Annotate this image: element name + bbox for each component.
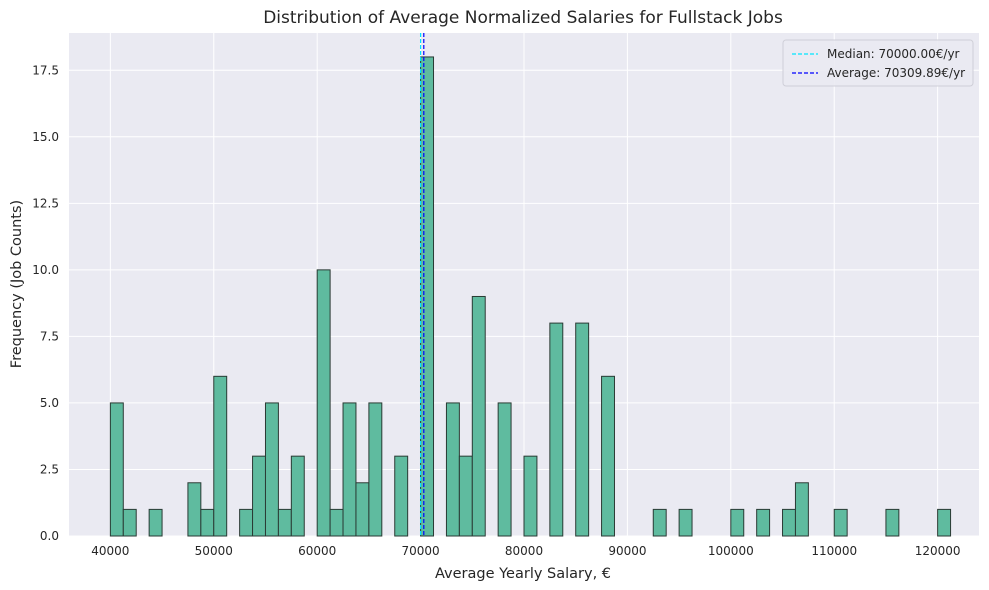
- y-tick-label: 15.0: [32, 130, 59, 144]
- histogram-bar: [264, 402, 279, 537]
- x-axis-label: Average Yearly Salary, €: [435, 566, 611, 582]
- chart-title: Distribution of Average Normalized Salar…: [263, 8, 783, 28]
- histogram-bar: [601, 375, 615, 537]
- histogram-bar: [471, 295, 486, 537]
- x-tick-label: 70000: [401, 544, 439, 558]
- y-axis-label: Frequency (Job Counts): [9, 200, 25, 368]
- legend-box: [782, 39, 974, 87]
- x-tick-label: 80000: [505, 544, 543, 558]
- histogram-bar: [368, 402, 383, 537]
- histogram-bar: [678, 508, 693, 537]
- histogram-bar: [885, 508, 900, 537]
- histogram-bar: [458, 455, 473, 537]
- y-tick-label: 2.5: [40, 462, 59, 476]
- histogram-bar: [420, 56, 435, 537]
- x-tick-label: 110000: [811, 544, 857, 558]
- y-tick-label: 7.5: [40, 329, 59, 343]
- y-axis-ticks: 0.0 2.5 5.0 7.5 10.0 12.5 15.0 17.5: [32, 63, 59, 543]
- histogram-bar: [355, 482, 370, 537]
- histogram-bar: [329, 508, 344, 537]
- x-tick-label: 40000: [91, 544, 129, 558]
- histogram-bar: [549, 322, 564, 537]
- x-tick-label: 50000: [195, 544, 233, 558]
- y-tick-label: 0.0: [40, 529, 59, 543]
- histogram-bar: [277, 508, 292, 537]
- x-axis-ticks: 40000 50000 60000 70000 80000 90000 100000 1100…: [91, 544, 960, 558]
- histogram-bar: [200, 508, 215, 537]
- histogram-bars: [109, 56, 952, 537]
- legend-entry: Median: 70000.00€/yr: [827, 47, 960, 61]
- y-tick-label: 10.0: [32, 263, 59, 277]
- histogram-bar: [122, 508, 137, 537]
- histogram-bar: [252, 455, 266, 537]
- legend: Median: 70000.00€/yr Average: 70309.89€/y…: [782, 39, 974, 87]
- histogram-bar: [187, 482, 202, 537]
- x-tick-label: 120000: [915, 544, 961, 558]
- histogram-bar: [523, 455, 538, 537]
- histogram-bar: [213, 375, 228, 537]
- histogram-bar: [342, 402, 357, 537]
- histogram-bar: [730, 508, 745, 537]
- histogram-bar: [833, 508, 848, 537]
- histogram-bar: [445, 402, 460, 537]
- histogram-bar: [316, 269, 331, 537]
- histogram-bar: [937, 508, 952, 537]
- histogram-bar: [148, 508, 163, 537]
- histogram-bar: [394, 455, 409, 537]
- y-tick-label: 5.0: [40, 396, 59, 410]
- histogram-bar: [497, 402, 512, 537]
- x-tick-label: 60000: [298, 544, 336, 558]
- histogram-bar: [652, 508, 667, 537]
- y-tick-label: 12.5: [32, 196, 59, 210]
- legend-entry: Average: 70309.89€/yr: [827, 66, 965, 80]
- y-tick-label: 17.5: [32, 63, 59, 77]
- histogram-bar: [756, 508, 771, 537]
- x-tick-label: 100000: [708, 544, 754, 558]
- histogram-bar: [782, 508, 796, 537]
- histogram-bar: [794, 482, 809, 537]
- histogram-bar: [575, 322, 590, 537]
- x-tick-label: 90000: [608, 544, 646, 558]
- histogram-bar: [109, 402, 124, 537]
- histogram-bar: [290, 455, 305, 537]
- histogram-bar: [239, 508, 254, 537]
